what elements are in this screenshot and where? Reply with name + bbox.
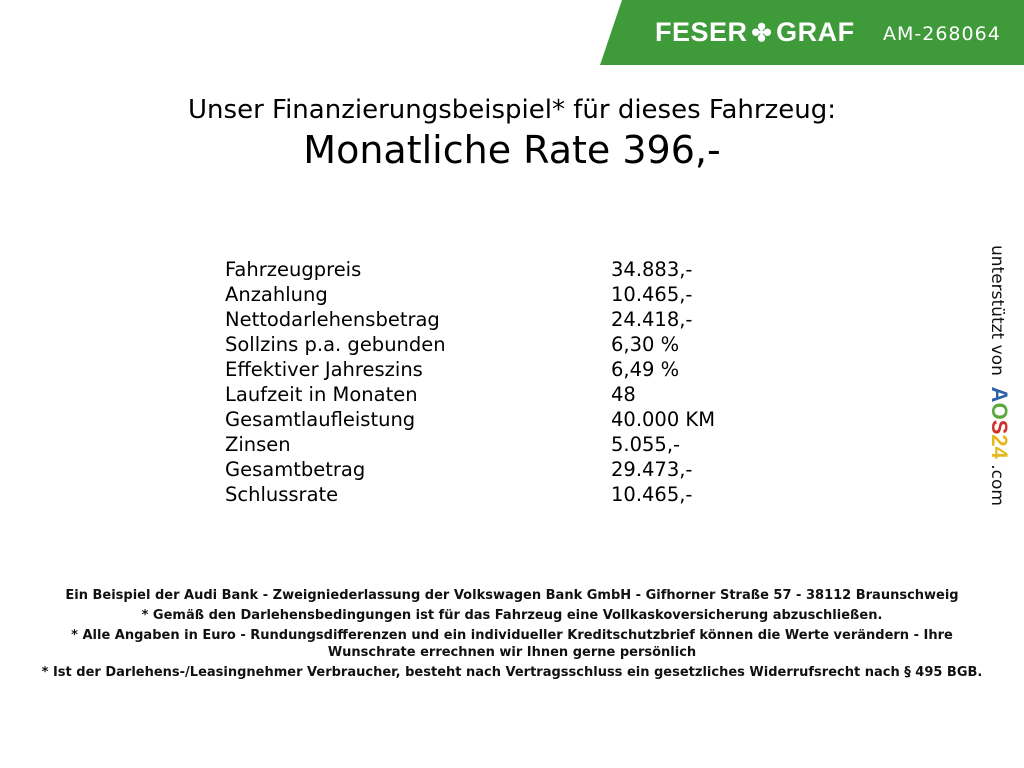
powered-by-text: unterstützt von [987, 245, 1007, 376]
clover-icon: ✤ [751, 20, 773, 47]
disclaimer-line: * Gemäß den Darlehensbedingungen ist für… [141, 608, 883, 623]
table-row: Zinsen 5.055,- [225, 432, 825, 457]
row-value: 48 [611, 383, 636, 406]
table-row: Gesamtbetrag 29.473,- [225, 457, 825, 482]
logo-letter: O [987, 402, 1012, 420]
powered-by: unterstützt von AOS24 .com [986, 245, 1012, 506]
disclaimer-line: * Ist der Darlehens-/Leasingnehmer Verbr… [41, 665, 983, 680]
row-label: Gesamtlaufleistung [225, 408, 416, 431]
table-row: Sollzins p.a. gebunden 6,30 % [225, 332, 825, 357]
row-label: Sollzins p.a. gebunden [225, 333, 446, 356]
row-value: 5.055,- [611, 433, 681, 456]
row-value: 6,30 % [611, 333, 680, 356]
row-label: Effektiver Jahreszins [225, 358, 423, 381]
row-value: 10.465,- [611, 483, 693, 506]
row-label: Schlussrate [225, 483, 339, 506]
finance-table: Fahrzeugpreis 34.883,- Anzahlung 10.465,- Ne… [225, 257, 825, 507]
brand-right: GRAF [776, 17, 855, 47]
row-value: 24.418,- [611, 308, 693, 331]
row-label: Laufzeit in Monaten [225, 383, 418, 406]
row-value: 34.883,- [611, 258, 693, 281]
row-value: 6,49 % [611, 358, 680, 381]
row-label: Zinsen [225, 433, 291, 456]
table-row: Laufzeit in Monaten 48 [225, 382, 825, 407]
logo-letter: A [987, 386, 1012, 403]
row-value: 10.465,- [611, 283, 693, 306]
row-label: Gesamtbetrag [225, 458, 366, 481]
row-label: Fahrzeugpreis [225, 258, 362, 281]
logo-letter: 2 [987, 434, 1012, 447]
table-row: Effektiver Jahreszins 6,49 % [225, 357, 825, 382]
feser-graf-logo: FESER ✤ GRAF [655, 17, 855, 48]
table-row: Gesamtlaufleistung 40.000 KM [225, 407, 825, 432]
row-label: Anzahlung [225, 283, 328, 306]
logo-letter: S [987, 419, 1012, 435]
table-row: Anzahlung 10.465,- [225, 282, 825, 307]
disclaimer: Ein Beispiel der Audi Bank - Zweignieder… [40, 587, 984, 684]
row-label: Nettodarlehensbetrag [225, 308, 440, 331]
brand-left: FESER [655, 17, 748, 47]
logo-suffix: .com [987, 464, 1007, 506]
table-row: Fahrzeugpreis 34.883,- [225, 257, 825, 282]
table-row: Schlussrate 10.465,- [225, 482, 825, 507]
title-line1: Unser Finanzierungsbeispiel* für dieses … [188, 95, 836, 125]
disclaimer-line: Ein Beispiel der Audi Bank - Zweignieder… [65, 588, 959, 603]
table-row: Nettodarlehensbetrag 24.418,- [225, 307, 825, 332]
row-value: 40.000 KM [611, 408, 716, 431]
row-value: 29.473,- [611, 458, 693, 481]
brand-banner [600, 0, 1024, 65]
vehicle-code: AM-268064 [883, 23, 1001, 45]
monthly-rate: Monatliche Rate 396,- [303, 128, 721, 172]
logo-letter: 4 [987, 446, 1012, 459]
disclaimer-line: * Alle Angaben in Euro - Rundungsdiffere… [71, 628, 953, 660]
aos24-logo: AOS24 [987, 387, 1012, 459]
